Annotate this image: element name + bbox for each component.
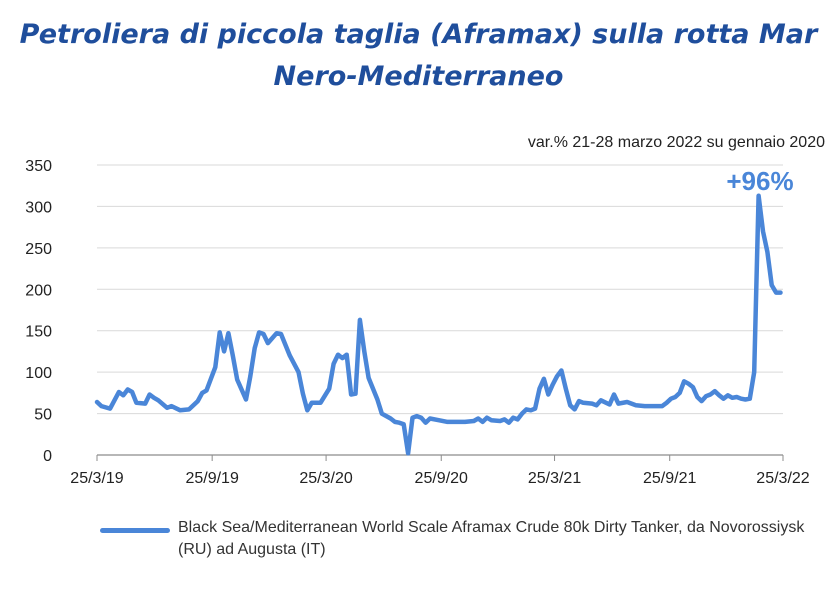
x-tick-label: 25/3/20 xyxy=(299,470,352,487)
grid-lines xyxy=(97,164,783,415)
y-tick-label: 0 xyxy=(43,448,52,465)
x-axis: 25/3/19 25/9/19 25/3/20 25/9/20 25/3/21 25/9/… xyxy=(70,454,810,487)
legend-swatch xyxy=(100,528,170,533)
x-tick-label: 25/3/21 xyxy=(528,470,581,487)
series-group xyxy=(94,193,783,456)
chart-title: Petroliera di piccola taglia (Aframax) s… xyxy=(19,19,818,92)
y-tick-label: 350 xyxy=(25,158,52,175)
y-tick-label: 100 xyxy=(25,365,52,382)
y-tick-label: 200 xyxy=(25,282,52,299)
x-tick-label: 25/3/19 xyxy=(70,470,123,487)
series-line-0 xyxy=(94,193,783,456)
peak-annotation: +96% xyxy=(726,166,793,196)
y-tick-label: 300 xyxy=(25,199,52,216)
y-tick-label: 50 xyxy=(34,407,52,424)
legend-label: Black Sea/Mediterranean World Scale Afra… xyxy=(178,519,805,558)
chart-subtitle: var.% 21-28 marzo 2022 su gennaio 2020 xyxy=(527,134,825,151)
y-tick-label: 250 xyxy=(25,241,52,258)
y-axis: 0 50 100 150 200 250 300 350 xyxy=(25,158,52,465)
annotation-group: +96% xyxy=(726,166,793,196)
x-tick-label: 25/9/20 xyxy=(415,470,468,487)
x-tick-label: 25/9/19 xyxy=(185,470,238,487)
x-tick-label: 25/9/21 xyxy=(643,470,696,487)
y-tick-label: 150 xyxy=(25,324,52,341)
x-tick-label: 25/3/22 xyxy=(756,470,809,487)
